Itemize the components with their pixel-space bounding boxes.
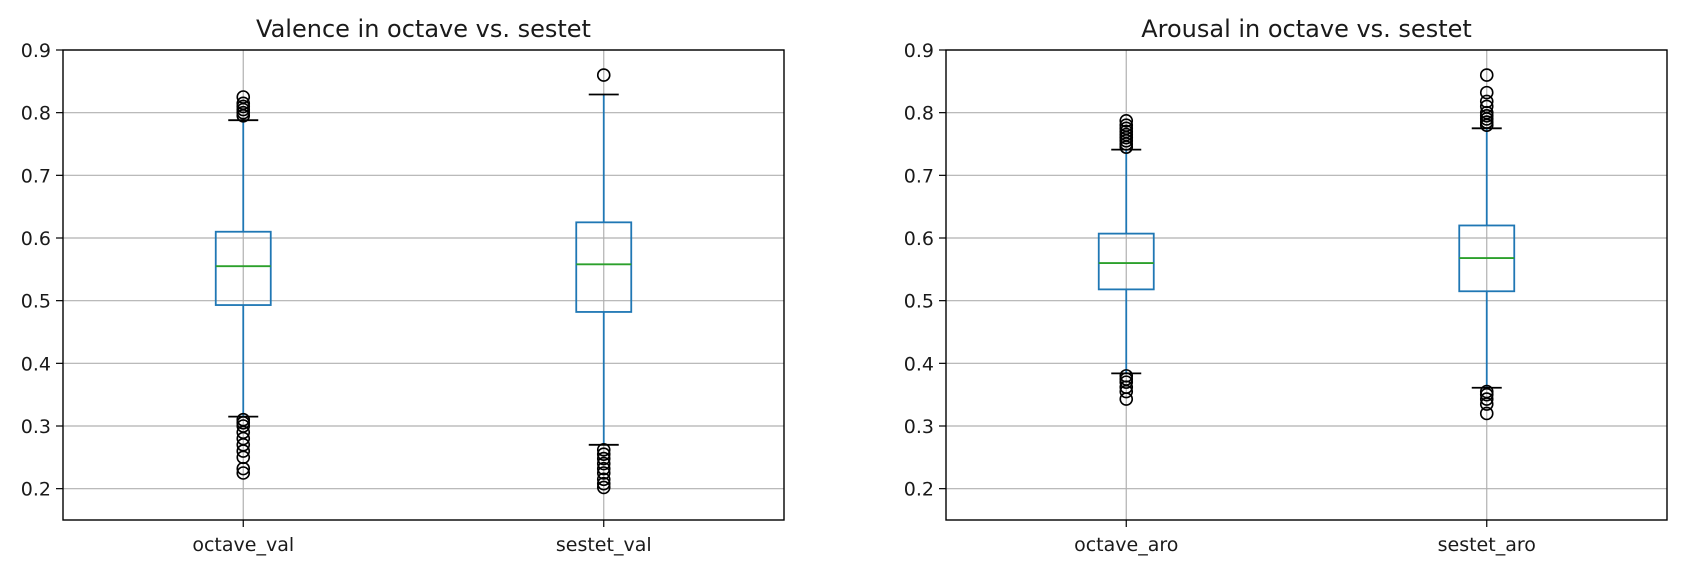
- outlier-point: [1479, 387, 1494, 402]
- y-tick-label: 0.9: [21, 40, 51, 62]
- outlier-point: [236, 96, 251, 111]
- chart-title: Arousal in octave vs. sestet: [1141, 15, 1472, 43]
- outlier-point: [1119, 118, 1134, 132]
- outlier-point: [1479, 85, 1494, 100]
- outlier-point: [1119, 392, 1134, 406]
- outlier-point: [1479, 68, 1494, 82]
- outlier-point: [596, 451, 611, 466]
- box-sestet_aro: [1458, 68, 1516, 421]
- box-octave_aro: [1097, 114, 1155, 406]
- outlier-point: [596, 447, 611, 462]
- outlier-point: [596, 480, 611, 495]
- outlier-point: [596, 68, 611, 82]
- outlier-point: [1119, 384, 1134, 399]
- box-sestet_val: [575, 68, 633, 495]
- box-iqr: [575, 221, 633, 313]
- y-tick-label: 0.7: [904, 165, 934, 187]
- y-tick-label: 0.6: [21, 228, 51, 250]
- outlier-point: [1479, 94, 1494, 109]
- outlier-point: [596, 456, 611, 471]
- outlier-point: [596, 443, 611, 457]
- x-tick-label: octave_val: [192, 534, 294, 556]
- box-iqr: [214, 230, 272, 306]
- y-tick-label: 0.9: [904, 40, 934, 62]
- outlier-point: [236, 466, 251, 480]
- y-tick-label: 0.4: [904, 353, 934, 375]
- y-tick-label: 0.2: [21, 479, 51, 501]
- y-tick-label: 0.2: [904, 479, 934, 501]
- outlier-point: [1479, 406, 1494, 421]
- x-tick-label: sestet_aro: [1438, 534, 1536, 556]
- outlier-point: [1119, 375, 1134, 389]
- chart-panel-1: 0.2 0.3 0.4 0.5 0.6 0.7 0.8 0.9 octave_val sestet…: [21, 15, 785, 556]
- chart-title: Valence in octave vs. sestet: [256, 15, 591, 43]
- y-tick-label: 0.5: [21, 291, 51, 313]
- plot-frame: [62, 49, 785, 521]
- y-tick-label: 0.8: [21, 103, 51, 125]
- outlier-point: [596, 472, 611, 487]
- y-tick-label: 0.3: [904, 416, 934, 438]
- x-tick-label: octave_aro: [1074, 534, 1178, 556]
- outlier-point: [236, 90, 251, 104]
- outlier-point: [1479, 99, 1494, 114]
- outlier-point: [1119, 114, 1134, 128]
- chart-panel-2: 0.2 0.3 0.4 0.5 0.6 0.7 0.8 0.9 octave_aro sestet…: [904, 15, 1668, 556]
- box-octave_val: [214, 90, 272, 480]
- y-tick-label: 0.3: [21, 416, 51, 438]
- plot-frame: [945, 49, 1668, 521]
- outlier-point: [596, 476, 611, 491]
- y-tick-label: 0.5: [904, 291, 934, 313]
- outlier-point: [236, 444, 251, 458]
- outlier-point: [596, 461, 611, 476]
- outlier-point: [236, 461, 251, 476]
- y-tick-label: 0.8: [904, 103, 934, 125]
- y-tick-label: 0.7: [21, 165, 51, 187]
- box-iqr: [1097, 232, 1155, 291]
- y-tick-label: 0.4: [21, 353, 51, 375]
- outlier-point: [596, 466, 611, 480]
- y-tick-label: 0.6: [904, 228, 934, 250]
- x-tick-label: sestet_val: [556, 534, 652, 556]
- outlier-point: [1479, 392, 1494, 406]
- outlier-point: [1479, 397, 1494, 411]
